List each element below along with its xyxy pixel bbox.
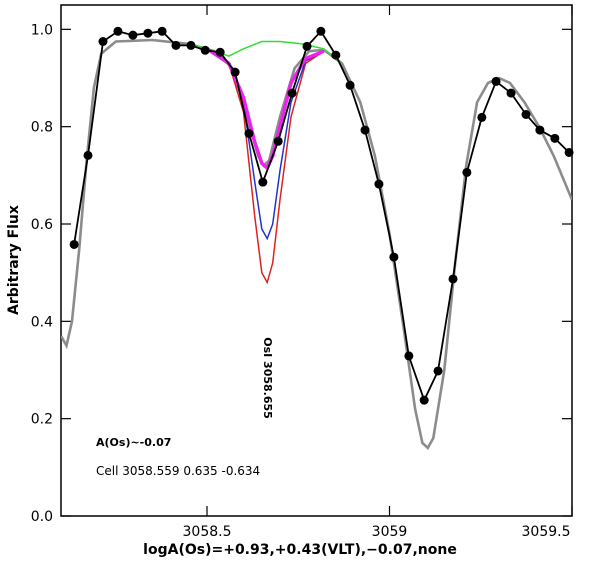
data-point [69,239,79,249]
data-point [535,125,545,135]
data-point [244,128,254,138]
data-point [521,110,531,119]
cell-annotation: Cell 3058.559 0.635 -0.634 [96,464,260,478]
data-point [200,45,210,55]
x-axis-label: logA(Os)=+0.93,+0.43(VLT),−0.07,none [143,542,457,558]
data-point [477,112,487,122]
line-annotation: OsI 3058.655 [261,337,274,419]
data-point [374,179,384,189]
data-point [433,366,443,376]
series-line [206,48,325,241]
y-tick-label: 1.0 [31,22,53,38]
series-line [73,29,570,403]
x-tick-label: 3058.5 [183,524,232,540]
y-tick-label: 0.6 [31,217,53,233]
y-axis-label: Arbitrary Flux [6,205,22,315]
data-point [83,150,93,160]
data-point [448,274,458,284]
y-tick-label: 0.4 [31,314,53,330]
y-tick-label: 0.0 [31,509,53,525]
data-point [462,167,472,177]
data-point [491,76,501,86]
data-point [273,136,283,146]
data-point [345,80,355,90]
data-point [287,88,297,98]
x-tick-label: 3059.5 [522,524,571,540]
data-point [128,30,138,40]
data-point [404,351,414,361]
data-point [550,133,560,143]
series-line [206,47,325,171]
plot-frame [60,4,573,517]
data-point [157,26,167,36]
x-tick-label: 3059 [372,524,408,540]
series-line [206,48,325,285]
y-tick-label: 0.8 [31,120,53,136]
data-point [230,67,240,77]
data-point [564,147,574,157]
data-point [186,40,196,50]
data-point [113,26,123,36]
data-point [258,177,268,187]
data-point [360,125,370,135]
data-point [331,50,341,60]
data-point [98,37,108,46]
data-point [143,28,153,38]
y-tick-label: 0.2 [31,412,53,428]
series-line [61,38,572,450]
data-point [316,26,326,36]
data-point [506,88,516,98]
data-point [171,40,181,50]
abundance-annotation: A(Os)~-0.07 [96,436,171,449]
data-point [419,395,429,405]
data-point [389,252,399,262]
data-point [215,47,225,57]
data-point [302,41,312,51]
